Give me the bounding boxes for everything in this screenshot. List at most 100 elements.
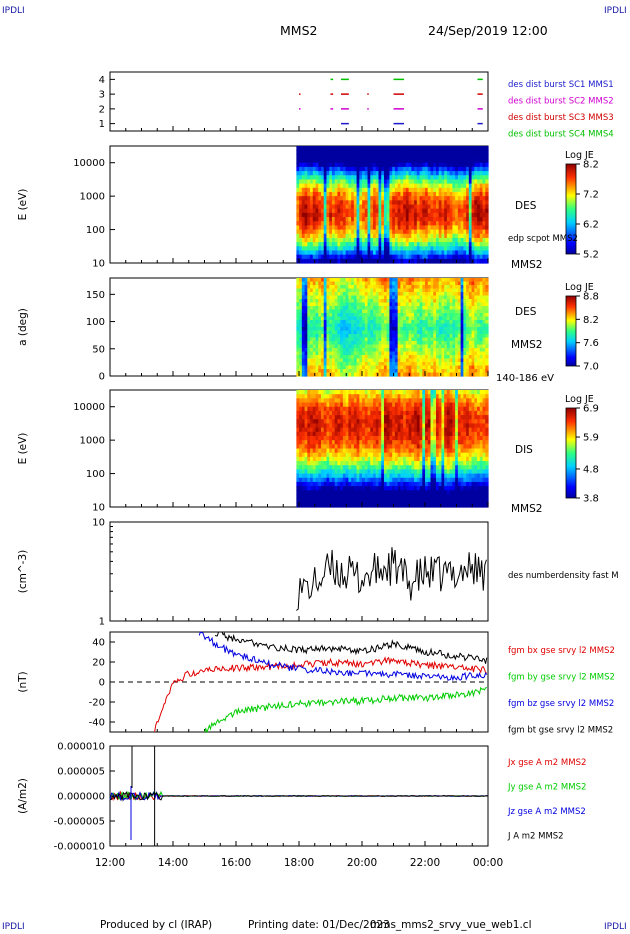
- spectrogram-cell: [323, 208, 328, 214]
- spectrogram-cell: [435, 323, 440, 328]
- spectrogram-cell: [375, 494, 380, 500]
- spectrogram-cell: [378, 183, 382, 189]
- spectrogram-cell: [400, 258, 404, 264]
- spectrogram-cell: [375, 179, 380, 185]
- spectrogram-cell: [318, 469, 322, 475]
- spectrogram-cell: [397, 372, 401, 377]
- spectrogram-cell: [416, 233, 421, 239]
- spectrogram-cell: [310, 175, 314, 181]
- spectrogram-cell: [304, 295, 308, 300]
- spectrogram-cell: [334, 461, 339, 466]
- spectrogram-cell: [400, 187, 404, 193]
- spectrogram-cell: [310, 498, 314, 504]
- spectrogram-cell: [315, 187, 319, 193]
- spectrogram-cell: [474, 242, 478, 247]
- spectrogram-cell: [460, 154, 464, 160]
- spectrogram-cell: [353, 435, 358, 441]
- spectrogram-cell: [438, 246, 443, 252]
- spectrogram-cell: [378, 440, 382, 445]
- spectrogram-cell: [455, 250, 459, 256]
- spectrogram-cell: [345, 427, 349, 433]
- spectrogram-cell: [340, 337, 344, 342]
- spectrogram-cell: [403, 288, 407, 293]
- spectrogram-cell: [457, 285, 462, 290]
- spectrogram-cell: [463, 162, 467, 168]
- spectrogram-cell: [312, 179, 317, 185]
- spectrogram-cell: [351, 461, 355, 466]
- spectrogram-cell: [482, 327, 486, 332]
- spectrogram-cell: [359, 448, 363, 454]
- spectrogram-cell: [345, 250, 349, 256]
- spectrogram-cell: [408, 334, 412, 339]
- spectrogram-cell: [416, 229, 421, 235]
- spectrogram-cell: [340, 456, 344, 462]
- spectrogram-cell: [477, 320, 481, 325]
- spectrogram-cell: [405, 250, 410, 256]
- spectrogram-cell: [444, 327, 448, 332]
- spectrogram-cell: [307, 440, 311, 445]
- spectrogram-cell: [359, 330, 363, 335]
- spectrogram-cell: [318, 196, 322, 201]
- spectrogram-cell: [383, 254, 388, 260]
- des-pa-colorbar-bar: [565, 295, 577, 367]
- spectrogram-cell: [329, 200, 333, 206]
- spectrogram-cell: [381, 337, 385, 342]
- spectrogram-cell: [359, 390, 363, 395]
- spectrogram-cell: [394, 171, 399, 176]
- spectrogram-cell: [373, 146, 377, 151]
- spectrogram-cell: [466, 358, 470, 363]
- spectrogram-cell: [427, 327, 432, 332]
- des-energy-colorbar-tick-label: 5.2: [583, 250, 599, 261]
- spectrogram-cell: [468, 341, 473, 346]
- spectrogram-cell: [299, 295, 303, 300]
- spectrogram-cell: [342, 452, 347, 458]
- spectrogram-cell: [318, 229, 322, 235]
- spectrogram-cell: [334, 302, 339, 307]
- spectrogram-cell: [370, 440, 374, 445]
- spectrogram-cell: [468, 204, 473, 210]
- spectrogram-cell: [359, 362, 363, 367]
- spectrogram-cell: [351, 358, 355, 363]
- spectrogram-cell: [359, 365, 363, 370]
- spectrogram-cell: [299, 196, 303, 201]
- spectrogram-cell: [386, 179, 391, 185]
- spectrogram-cell: [468, 369, 473, 374]
- spectrogram-cell: [381, 465, 385, 470]
- spectrogram-cell: [397, 150, 401, 155]
- spectrogram-cell: [430, 344, 434, 349]
- spectrogram-cell: [411, 348, 415, 353]
- spectrogram-cell: [310, 477, 314, 483]
- spectrogram-cell: [441, 330, 445, 335]
- des-energy-y-10-label: 10: [92, 259, 105, 270]
- spectrogram-cell: [474, 171, 478, 176]
- spectrogram-cell: [408, 208, 412, 214]
- spectrogram-cell: [342, 175, 347, 181]
- spectrogram-cell: [441, 221, 445, 226]
- spectrogram-cell: [414, 150, 418, 155]
- spectrogram-cell: [411, 306, 415, 311]
- spectrogram-cell: [364, 175, 369, 181]
- spectrogram-cell: [321, 362, 325, 367]
- spectrogram-cell: [342, 440, 347, 445]
- spectrogram-cell: [378, 288, 382, 293]
- spectrogram-cell: [367, 208, 371, 214]
- spectrogram-cell: [304, 341, 308, 346]
- spectrogram-cell: [351, 477, 355, 483]
- des-energy-colorbar-tick-label: 7.2: [583, 190, 599, 201]
- spectrogram-cell: [474, 337, 478, 342]
- spectrogram-cell: [471, 208, 475, 214]
- spectrogram-cell: [337, 494, 341, 500]
- spectrogram-cell: [351, 323, 355, 328]
- spectrogram-cell: [381, 448, 385, 454]
- spectrogram-cell: [452, 171, 456, 176]
- spectrogram-cell: [378, 415, 382, 420]
- spectrogram-cell: [386, 166, 391, 172]
- spectrogram-cell: [419, 158, 423, 164]
- spectrogram-cell: [299, 250, 303, 256]
- spectrogram-cell: [340, 175, 344, 181]
- spectrogram-cell: [356, 316, 360, 321]
- spectrogram-cell: [340, 394, 344, 399]
- spectrogram-cell: [466, 217, 470, 222]
- spectrogram-cell: [405, 281, 410, 286]
- spectrogram-cell: [370, 494, 374, 500]
